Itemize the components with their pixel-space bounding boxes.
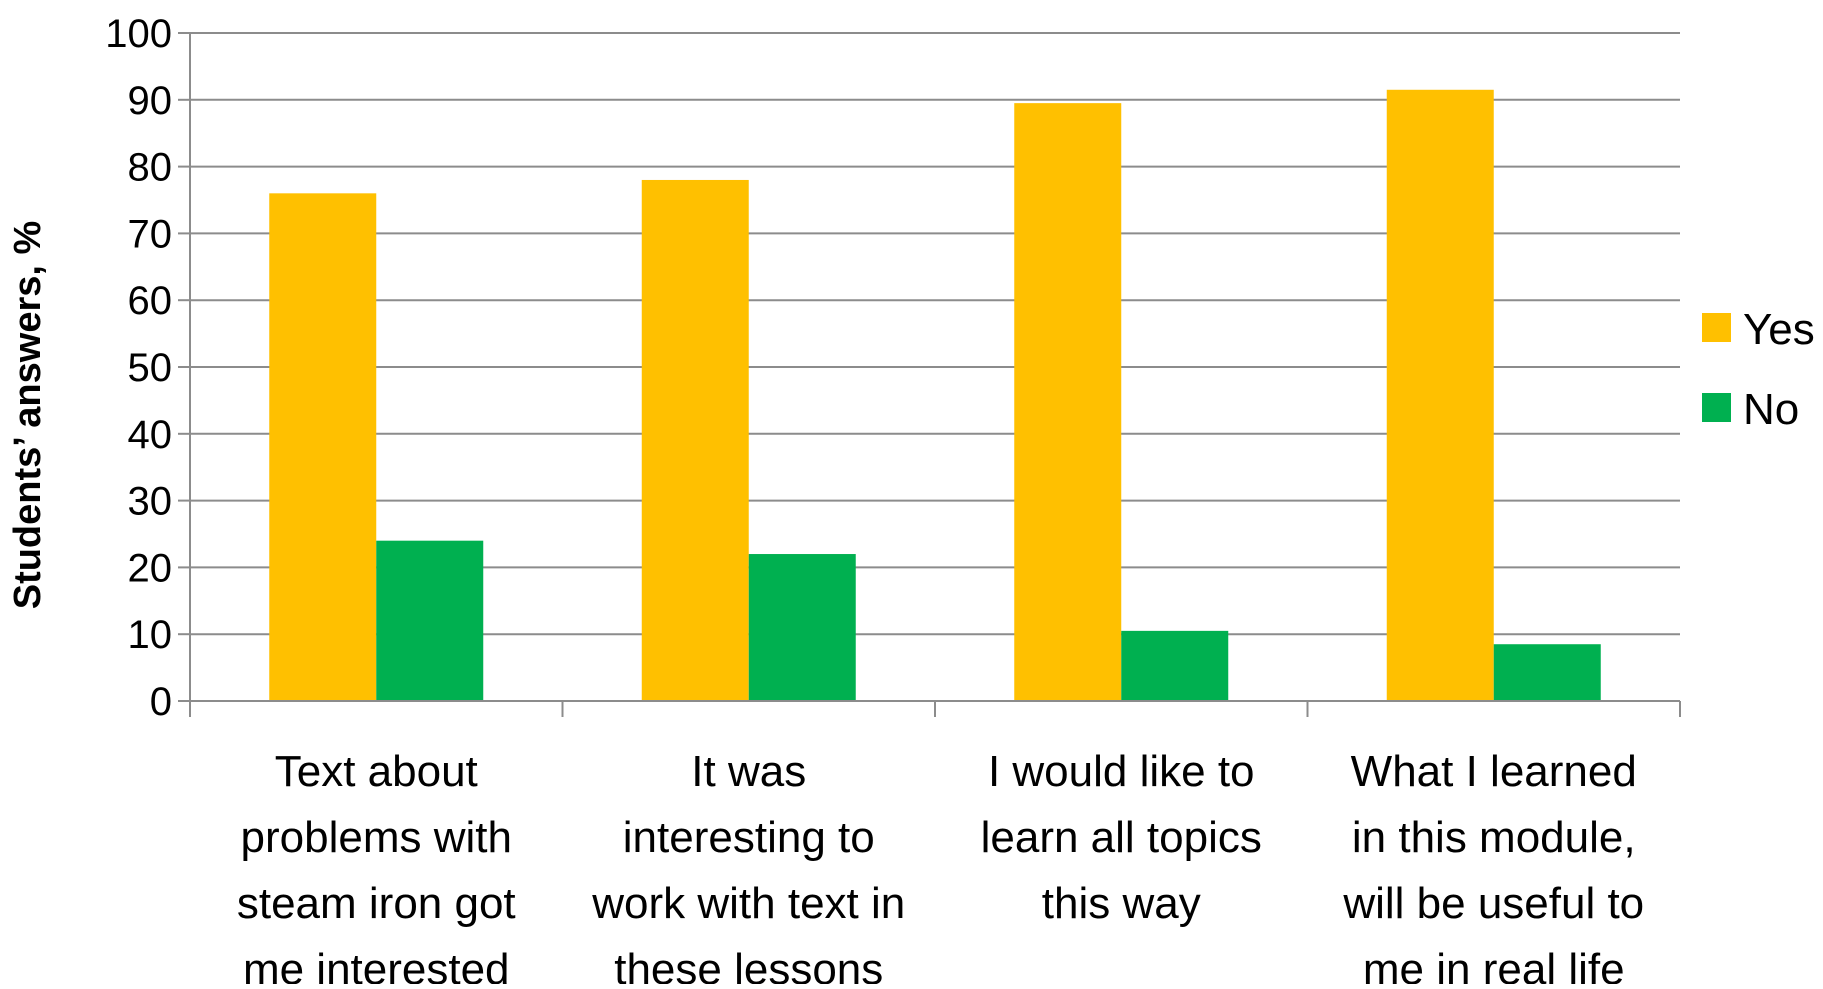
y-tick-label: 20	[128, 546, 173, 590]
bar-no	[1493, 644, 1601, 701]
x-category-labels: Text about problems with steam iron got me …	[237, 747, 1644, 989]
bar-no	[376, 540, 484, 701]
x-category-label: It was interesting to work with text in the…	[591, 747, 905, 984]
y-tick-label: 90	[128, 79, 173, 123]
bar-no	[1121, 630, 1229, 701]
bar-yes	[1386, 89, 1494, 701]
y-tick-label: 0	[150, 680, 172, 724]
legend-swatch-yes	[1702, 313, 1731, 342]
legend-swatch-no	[1702, 393, 1731, 422]
bars	[269, 89, 1601, 701]
axes	[178, 32, 1681, 717]
y-tick-label: 40	[128, 413, 173, 457]
bar-yes	[269, 193, 377, 701]
y-tick-label: 10	[128, 613, 173, 657]
y-tick-label: 50	[128, 346, 173, 390]
legend-label-yes: Yes	[1743, 305, 1815, 354]
y-axis-title: Students’ answers, %	[7, 221, 49, 610]
legend: Yes No	[1702, 305, 1815, 434]
bar-yes	[641, 179, 749, 701]
x-category-label: I would like to learn all topics this way	[981, 747, 1262, 928]
bar-no	[748, 554, 856, 701]
y-tick-label: 80	[128, 146, 173, 190]
y-tick-label: 60	[128, 279, 173, 323]
y-tick-label: 100	[105, 12, 172, 56]
y-tick-label: 30	[128, 480, 173, 524]
y-tick-labels: 0 10 20 30 40 50 60 70 80 90 100	[105, 12, 172, 724]
bar-yes	[1014, 103, 1122, 701]
legend-label-no: No	[1743, 385, 1799, 434]
x-category-label: Text about problems with steam iron got me …	[237, 747, 516, 984]
x-category-label: What I learned in this module, will be use…	[1342, 747, 1644, 984]
y-tick-label: 70	[128, 212, 173, 256]
